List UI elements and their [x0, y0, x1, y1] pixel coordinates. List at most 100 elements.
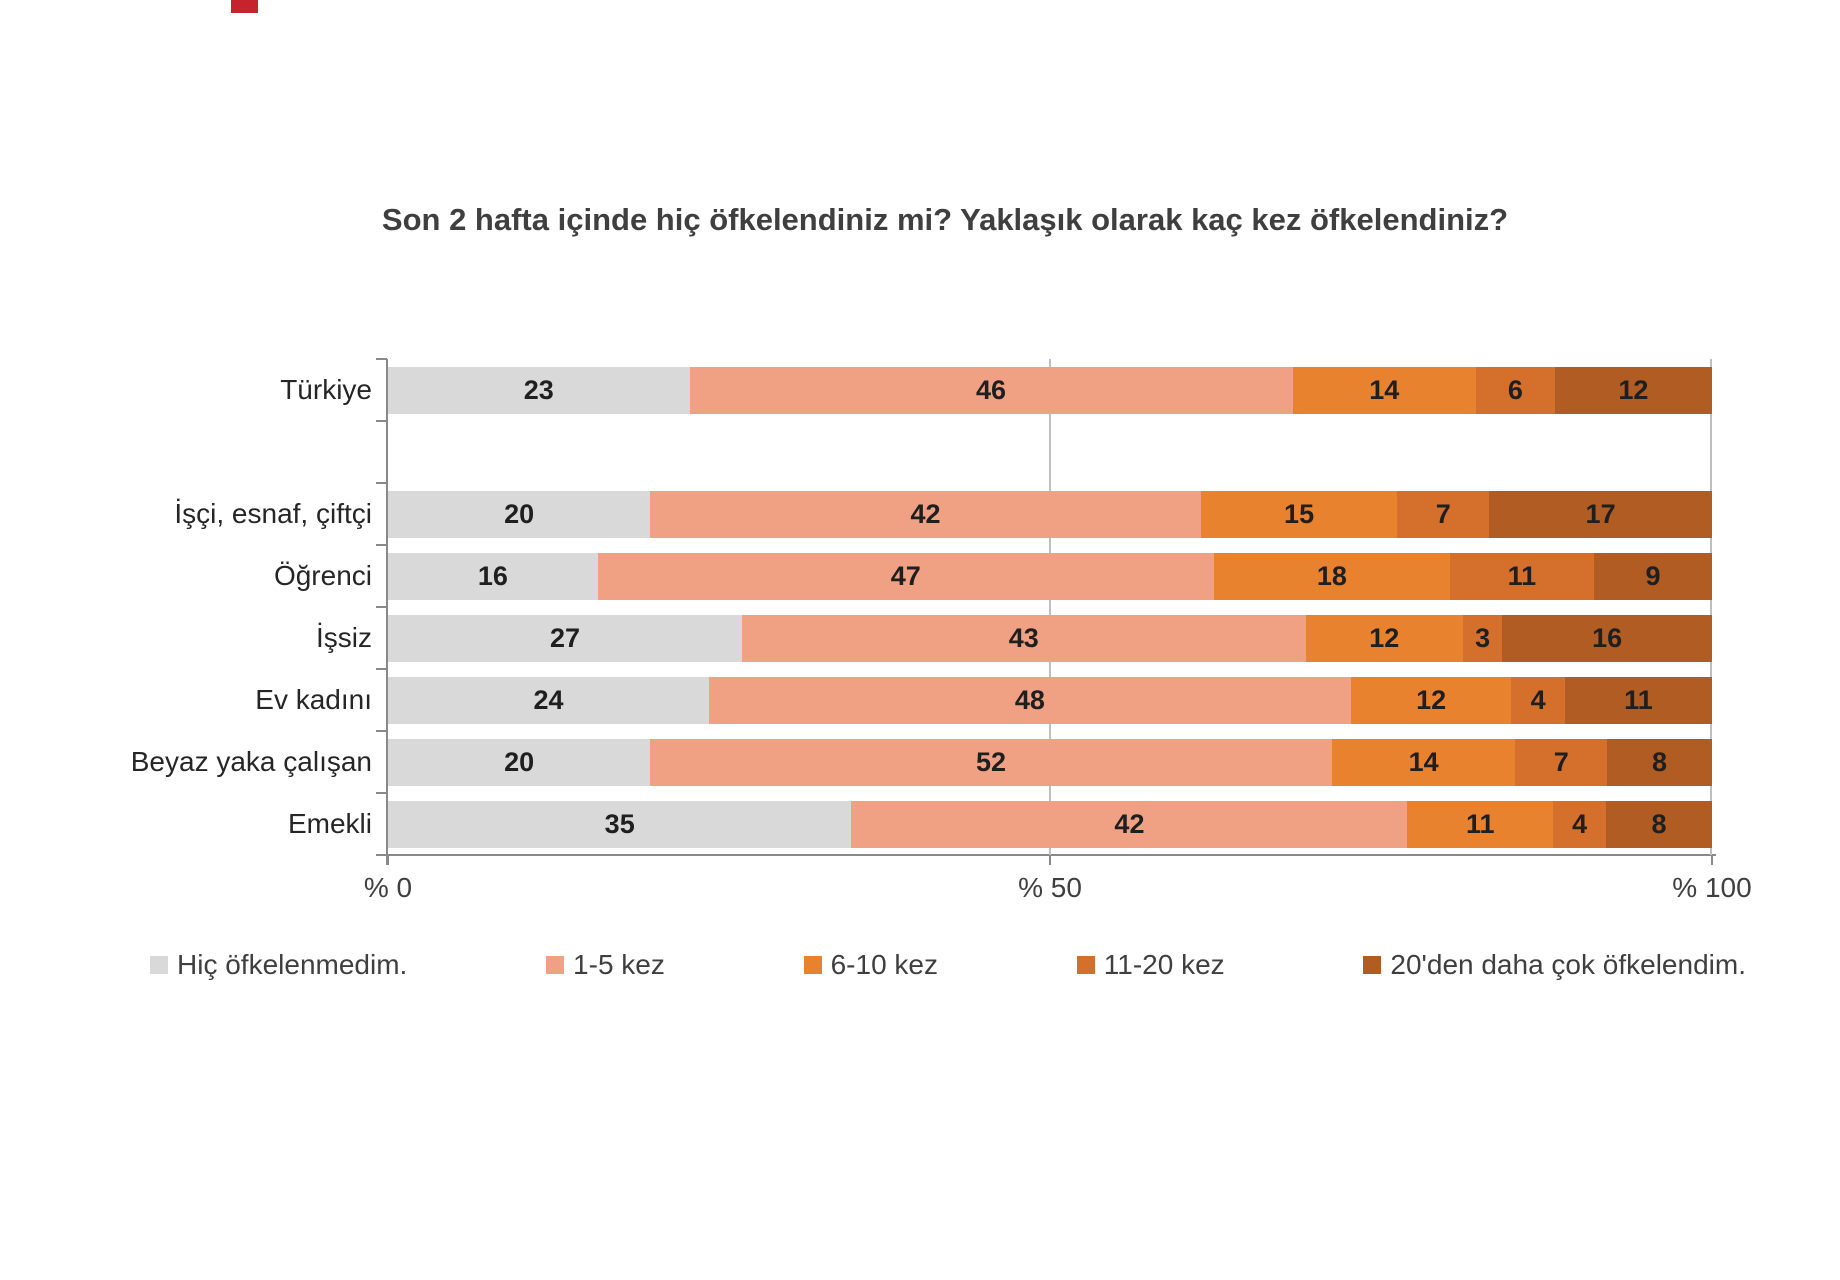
category-label: İşçi, esnaf, çiftçi	[174, 498, 372, 529]
bar-row: İşsiz 27 43 12 3 16	[316, 607, 1713, 669]
bar-segment: 11	[1564, 676, 1712, 724]
bar-track: 20 52 14 7 8	[388, 738, 1712, 786]
bar-segment: 42	[851, 800, 1408, 848]
category-label: Beyaz yaka çalışan	[130, 746, 372, 777]
value-label: 4	[1572, 808, 1588, 839]
legend-swatch	[1076, 956, 1095, 974]
value-label: 16	[1592, 622, 1623, 653]
value-label: 7	[1553, 746, 1569, 777]
bar-segment: 14	[1292, 366, 1477, 414]
category-label: Türkiye	[280, 374, 372, 405]
value-label: 11	[1507, 560, 1537, 591]
value-label: 15	[1284, 498, 1315, 529]
legend-swatch	[803, 956, 822, 974]
value-label: 6	[1507, 374, 1523, 405]
x-axis-tick	[1711, 854, 1713, 865]
bar-segment: 7	[1397, 490, 1490, 538]
value-label: 20	[504, 498, 535, 529]
bar-track: 27 43 12 3 16	[388, 614, 1713, 662]
y-axis-tick	[376, 792, 387, 794]
plot-area: Türkiye 23 46 14 6 12 İşçi, esnaf, çiftçi 20 42 1…	[131, 359, 1713, 855]
gridline-50pct	[1049, 359, 1051, 855]
legend-swatch	[1363, 956, 1382, 974]
value-label: 46	[975, 374, 1007, 405]
value-label: 42	[1114, 808, 1145, 839]
value-label: 20	[504, 746, 535, 777]
value-label: 12	[1416, 684, 1447, 715]
legend-item: 6-10 kez	[803, 949, 939, 981]
category-label: Öğrenci	[273, 560, 372, 591]
bar-row: İşçi, esnaf, çiftçi 20 42 15 7 17	[174, 483, 1712, 545]
category-label: Ev kadını	[255, 684, 372, 715]
bar-segment: 47	[597, 552, 1214, 600]
bar-track: 35 42 11 4 8	[388, 800, 1712, 848]
value-label: 11	[1624, 684, 1653, 715]
value-label: 16	[477, 560, 508, 591]
x-tick-label: % 0	[363, 872, 413, 903]
chart-title: Son 2 hafta içinde hiç öfkelendiniz mi? …	[381, 202, 1509, 237]
plot-rows: Türkiye 23 46 14 6 12 İşçi, esnaf, çiftçi 20 42 1…	[131, 359, 1713, 855]
bar-segment: 43	[741, 614, 1306, 662]
value-label: 12	[1369, 622, 1400, 653]
bar-segment: 48	[708, 676, 1351, 724]
bar-segment: 15	[1200, 490, 1398, 538]
y-axis-ticks	[376, 358, 387, 857]
x-axis-line	[376, 854, 1716, 856]
y-axis-tick	[376, 482, 387, 484]
bar-segment: 4	[1511, 676, 1565, 724]
value-label: 47	[890, 560, 921, 591]
bar-segment: 12	[1554, 366, 1713, 414]
value-label: 23	[523, 374, 554, 405]
bar-row: Öğrenci 16 47 18 11 9	[274, 545, 1713, 607]
value-label: 8	[1652, 746, 1668, 777]
bar-row: Beyaz yaka çalışan 20 52 14 7 8	[131, 731, 1712, 793]
category-label: Emekli	[287, 808, 372, 839]
legend-item: 1-5 kez	[546, 949, 665, 981]
bar-segment: 35	[388, 800, 852, 848]
value-label: 14	[1408, 746, 1439, 777]
x-axis-labels: % 0 % 50 % 100	[364, 872, 1752, 908]
x-axis-tick	[1049, 854, 1051, 865]
bar-segment: 23	[388, 366, 690, 414]
bar-segment: 42	[650, 490, 1201, 538]
y-axis-tick	[376, 730, 387, 732]
bar-segment: 46	[689, 366, 1293, 414]
bar-segment: 4	[1553, 800, 1607, 848]
bar-segment: 52	[650, 738, 1332, 786]
value-label: 27	[549, 622, 580, 653]
category-label: İşsiz	[316, 622, 372, 653]
y-axis-tick	[376, 668, 387, 670]
value-label: 43	[1008, 622, 1039, 653]
bar-row: Ev kadını 24 48 12 4 11	[255, 669, 1712, 731]
value-label: 48	[1014, 684, 1045, 715]
y-axis-tick	[376, 358, 387, 360]
bar-segment: 24	[388, 676, 709, 724]
bar-segment: 12	[1350, 676, 1512, 724]
legend-label: 6-10 kez	[830, 949, 939, 980]
x-tick-label: % 50	[1018, 872, 1082, 903]
value-label: 42	[910, 498, 941, 529]
value-label: 18	[1316, 560, 1347, 591]
bar-segment: 8	[1607, 738, 1712, 786]
bar-row: Türkiye 23 46 14 6 12	[280, 359, 1713, 421]
bar-segment: 20	[388, 738, 651, 786]
legend-item: 11-20 kez	[1076, 949, 1225, 981]
bar-segment: 16	[1502, 614, 1713, 662]
bar-segment: 20	[388, 490, 651, 538]
y-axis-line	[386, 359, 388, 865]
y-axis-tick	[376, 544, 387, 546]
bar-segment: 14	[1331, 738, 1516, 786]
value-label: 35	[604, 808, 635, 839]
bar-segment: 17	[1489, 490, 1712, 538]
legend-item: 20'den daha çok öfkelendim.	[1363, 949, 1746, 981]
bar-segment: 9	[1594, 552, 1713, 600]
y-axis-tick	[376, 606, 387, 608]
value-label: 7	[1435, 498, 1451, 529]
bar-segment: 8	[1606, 800, 1712, 848]
x-tick-label: % 100	[1672, 872, 1752, 903]
value-label: 11	[1466, 808, 1495, 839]
bar-segment: 11	[1407, 800, 1554, 848]
legend-item: Hiç öfkelenmedim.	[150, 949, 407, 981]
legend: Hiç öfkelenmedim. 1-5 kez 6-10 kez 11-20 ke…	[150, 949, 1746, 981]
value-label: 4	[1530, 684, 1546, 715]
